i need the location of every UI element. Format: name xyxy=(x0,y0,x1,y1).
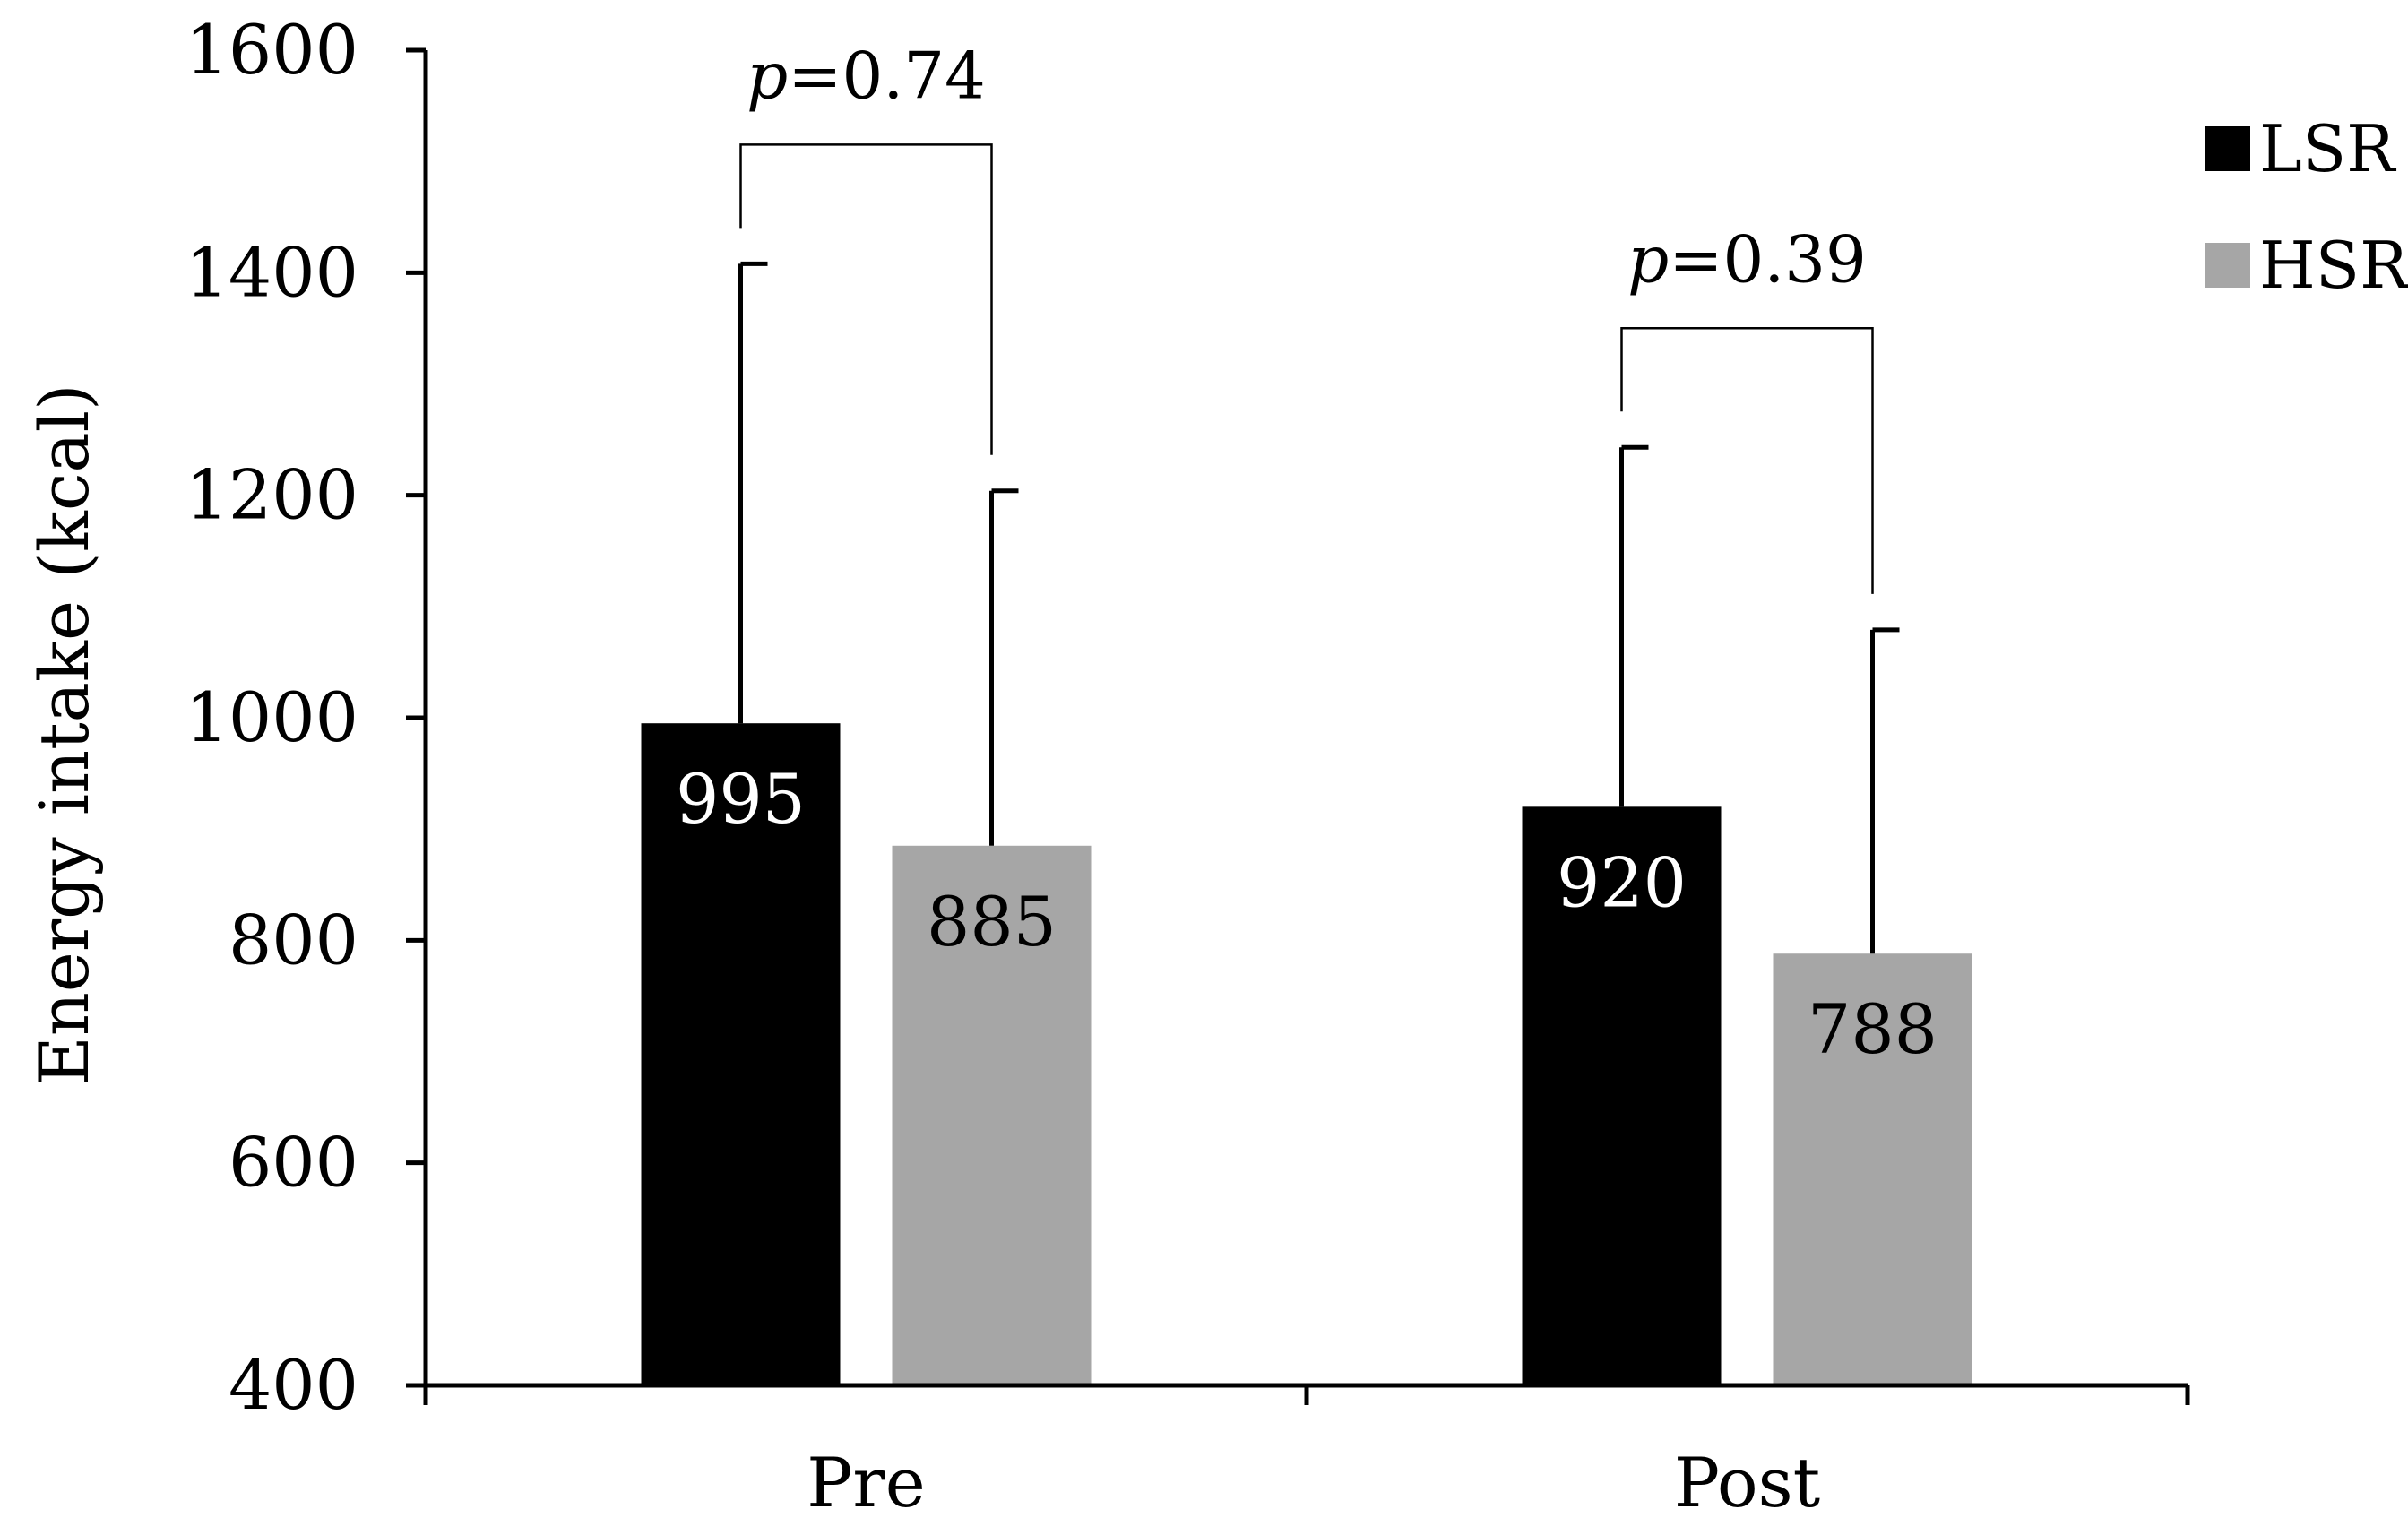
y-tick-label: 1600 xyxy=(186,10,358,90)
y-tick-label: 1000 xyxy=(186,677,358,757)
significance-bracket xyxy=(1620,327,1874,594)
x-tick-label: Pre xyxy=(807,1443,925,1522)
bar-value-label: 920 xyxy=(1557,842,1687,922)
bar-lsr xyxy=(1522,806,1722,1385)
legend: LSR HSR xyxy=(2205,111,2408,303)
bar-lsr xyxy=(641,723,841,1385)
significance-annotations: p=0.74p=0.39 xyxy=(739,38,1874,594)
y-tick-label: 600 xyxy=(229,1123,358,1203)
bars: 995 920 885 788 xyxy=(641,723,1972,1385)
significance-bracket xyxy=(739,143,993,455)
y-tick-label: 800 xyxy=(229,900,358,979)
bar-hsr xyxy=(892,845,1092,1385)
bar-value-label: 995 xyxy=(676,759,806,839)
y-tick-label: 1200 xyxy=(186,455,358,535)
y-tick-label: 400 xyxy=(229,1345,358,1425)
bar-value-label: 885 xyxy=(927,882,1057,962)
legend-swatch-lsr xyxy=(2205,126,2250,171)
p-symbol: p xyxy=(747,38,788,113)
significance-label: p=0.74 xyxy=(747,38,986,113)
x-axis-ticks: Pre Post xyxy=(423,1385,2190,1522)
bar-value-label: 788 xyxy=(1808,989,1938,1069)
significance-label: p=0.39 xyxy=(1627,221,1867,297)
p-value: =0.74 xyxy=(788,38,986,113)
legend-swatch-hsr xyxy=(2205,243,2250,288)
bar-hsr xyxy=(1773,953,1972,1385)
error-bars xyxy=(738,261,1900,954)
y-tick-label: 1400 xyxy=(186,232,358,312)
x-tick-label: Post xyxy=(1674,1443,1820,1522)
y-axis-ticks: 400 600 800 1000 1200 1400 1600 xyxy=(186,10,426,1425)
legend-label: LSR xyxy=(2259,111,2396,186)
legend-label: HSR xyxy=(2259,228,2408,303)
y-axis-label: Energy intake (kcal) xyxy=(24,384,104,1085)
p-value: =0.39 xyxy=(1669,221,1867,297)
p-symbol: p xyxy=(1627,221,1669,297)
